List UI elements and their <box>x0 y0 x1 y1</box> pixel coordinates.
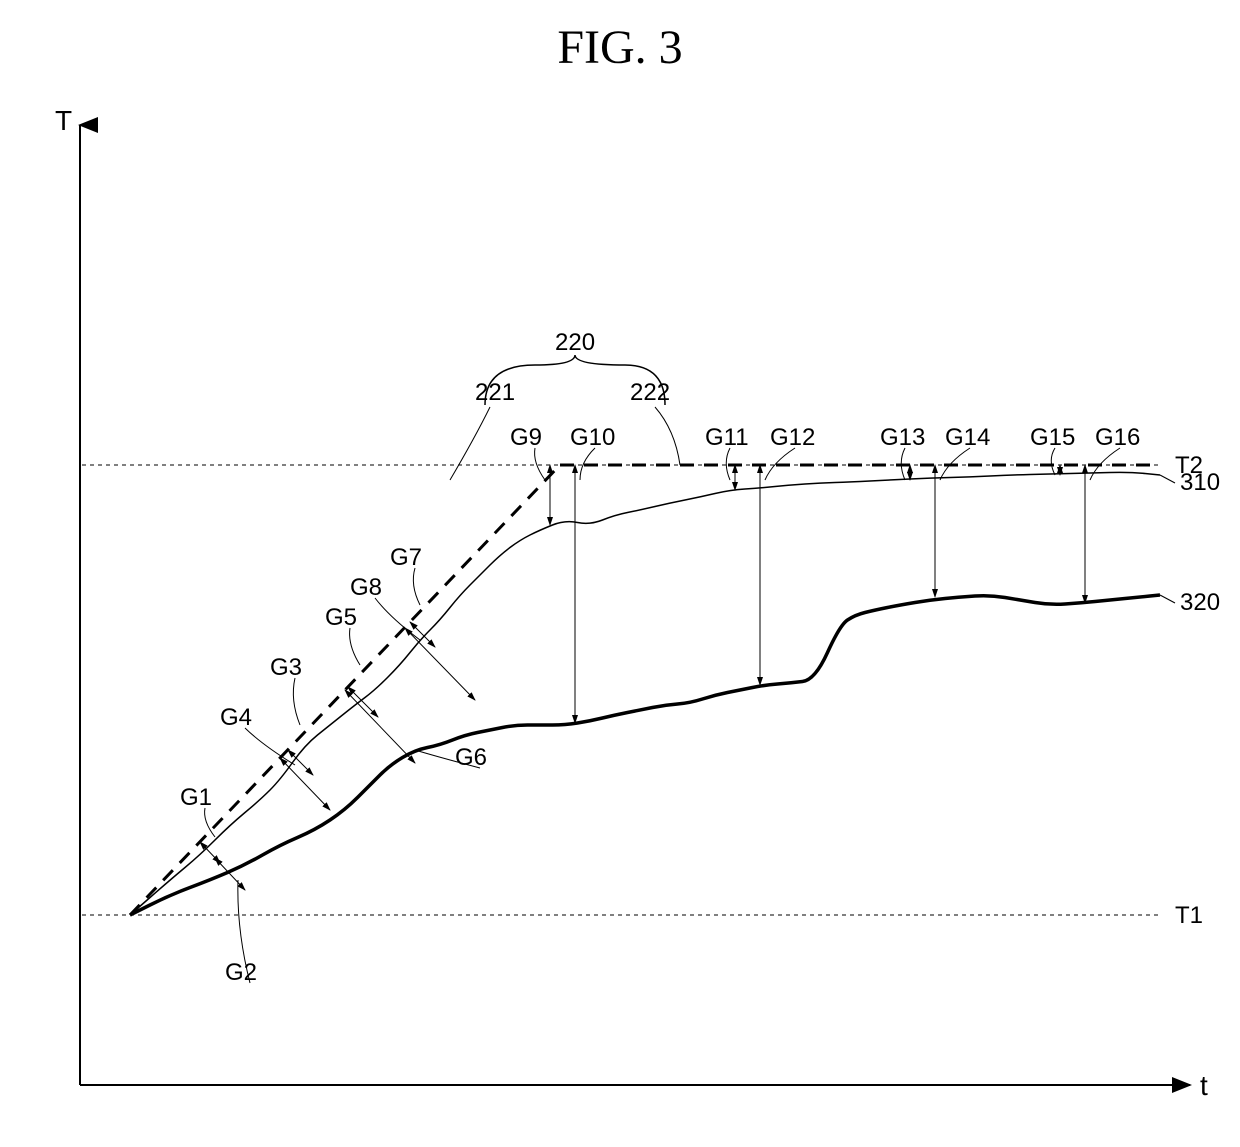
figure-container: FIG. 3 TtT1T2220221222310320G1G2G3G4G5G6… <box>20 20 1220 1120</box>
gap-label-g10: G10 <box>570 424 615 451</box>
leader-221 <box>450 407 490 480</box>
gap-leader-g4 <box>245 728 295 765</box>
gap-arrow-g7 <box>410 622 435 647</box>
gap-label-g2: G2 <box>225 959 257 986</box>
gap-label-g7: G7 <box>390 544 422 571</box>
gap-label-g15: G15 <box>1030 424 1075 451</box>
curve-310 <box>130 472 1160 915</box>
chart-svg: TtT1T2220221222310320G1G2G3G4G5G6G7G8G9G… <box>20 85 1220 1105</box>
gap-label-g4: G4 <box>220 704 252 731</box>
leader-310 <box>1160 475 1175 483</box>
t1-label: T1 <box>1175 902 1203 929</box>
gap-label-g1: G1 <box>180 784 212 811</box>
label-222: 222 <box>630 379 670 406</box>
gap-leader-g3 <box>293 678 300 725</box>
gap-label-g5: G5 <box>325 604 357 631</box>
gap-label-g8: G8 <box>350 574 382 601</box>
gap-leader-g9 <box>535 448 545 480</box>
gap-leader-g1 <box>205 808 215 837</box>
gap-label-g3: G3 <box>270 654 302 681</box>
gap-arrow-g6 <box>345 690 415 763</box>
leader-320 <box>1160 595 1175 603</box>
gap-label-g12: G12 <box>770 424 815 451</box>
gap-label-g13: G13 <box>880 424 925 451</box>
gap-label-g9: G9 <box>510 424 542 451</box>
gap-leader-g5 <box>350 628 360 665</box>
x-axis-label: t <box>1200 1070 1208 1101</box>
gap-leader-g7 <box>413 568 420 605</box>
figure-title: FIG. 3 <box>20 20 1220 75</box>
gap-label-g6: G6 <box>455 744 487 771</box>
y-axis-label: T <box>55 105 72 136</box>
leader-222 <box>655 407 680 465</box>
label-320: 320 <box>1180 589 1220 616</box>
gap-label-g16: G16 <box>1095 424 1140 451</box>
gap-label-g14: G14 <box>945 424 990 451</box>
gap-arrow-g4 <box>280 758 330 810</box>
label-221: 221 <box>475 379 515 406</box>
gap-label-g11: G11 <box>705 424 749 451</box>
gap-leader-g15 <box>1051 448 1055 475</box>
label-310: 310 <box>1180 469 1220 496</box>
gap-arrow-g8 <box>405 628 475 700</box>
label-220: 220 <box>555 329 595 356</box>
